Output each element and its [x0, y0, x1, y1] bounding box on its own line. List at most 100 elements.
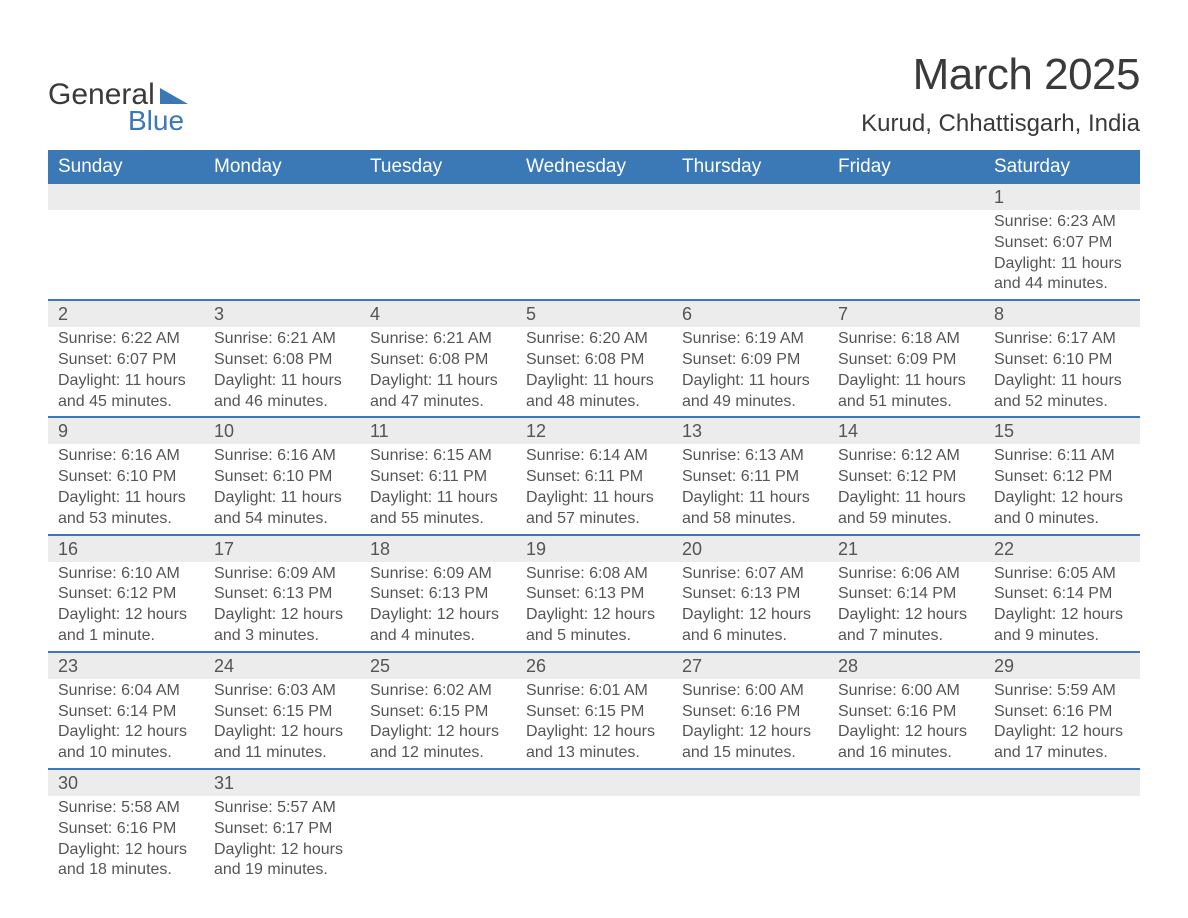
day-detail-cell: Sunrise: 5:59 AMSunset: 6:16 PMDaylight:… [984, 679, 1140, 769]
day-detail-cell [828, 796, 984, 885]
day-number-cell: 11 [360, 417, 516, 444]
sunset-line: Sunset: 6:16 PM [58, 819, 194, 840]
day-number-cell: 28 [828, 652, 984, 679]
sunrise-line: Sunrise: 6:22 AM [58, 329, 194, 350]
sunrise-line: Sunrise: 6:07 AM [682, 564, 818, 585]
sunrise-line: Sunrise: 6:19 AM [682, 329, 818, 350]
sunrise-line: Sunrise: 6:16 AM [58, 446, 194, 467]
day-lines: Sunrise: 6:08 AMSunset: 6:13 PMDaylight:… [526, 564, 662, 647]
day-detail-cell: Sunrise: 6:13 AMSunset: 6:11 PMDaylight:… [672, 444, 828, 534]
day-number-cell: 3 [204, 300, 360, 327]
daylight-line: Daylight: 12 hours [214, 840, 350, 861]
sunset-line: Sunset: 6:13 PM [682, 584, 818, 605]
week-detail-row: Sunrise: 6:16 AMSunset: 6:10 PMDaylight:… [48, 444, 1140, 534]
daylight-line: Daylight: 12 hours [214, 722, 350, 743]
sunrise-line: Sunrise: 6:21 AM [370, 329, 506, 350]
day-detail-cell: Sunrise: 6:12 AMSunset: 6:12 PMDaylight:… [828, 444, 984, 534]
daylight-line-2: and 45 minutes. [58, 392, 194, 413]
week-detail-row: Sunrise: 6:10 AMSunset: 6:12 PMDaylight:… [48, 562, 1140, 652]
day-number-cell: 16 [48, 535, 204, 562]
sunrise-line: Sunrise: 6:20 AM [526, 329, 662, 350]
day-lines: Sunrise: 6:03 AMSunset: 6:15 PMDaylight:… [214, 681, 350, 764]
daylight-line: Daylight: 12 hours [838, 722, 974, 743]
week-detail-row: Sunrise: 6:23 AMSunset: 6:07 PMDaylight:… [48, 210, 1140, 300]
day-number-cell: 19 [516, 535, 672, 562]
day-number: 14 [838, 421, 858, 441]
day-detail-cell: Sunrise: 6:20 AMSunset: 6:08 PMDaylight:… [516, 327, 672, 417]
day-detail-cell: Sunrise: 5:58 AMSunset: 6:16 PMDaylight:… [48, 796, 204, 885]
day-detail-cell: Sunrise: 6:16 AMSunset: 6:10 PMDaylight:… [48, 444, 204, 534]
day-detail-cell [516, 210, 672, 300]
day-detail-cell: Sunrise: 6:00 AMSunset: 6:16 PMDaylight:… [672, 679, 828, 769]
daylight-line-2: and 10 minutes. [58, 743, 194, 764]
daylight-line: Daylight: 12 hours [994, 488, 1130, 509]
sunset-line: Sunset: 6:09 PM [838, 350, 974, 371]
daylight-line: Daylight: 12 hours [214, 605, 350, 626]
day-number-cell: 8 [984, 300, 1140, 327]
day-number-cell: 31 [204, 769, 360, 796]
day-detail-cell [672, 210, 828, 300]
sunset-line: Sunset: 6:11 PM [370, 467, 506, 488]
sunrise-line: Sunrise: 6:11 AM [994, 446, 1130, 467]
daylight-line-2: and 6 minutes. [682, 626, 818, 647]
sunrise-line: Sunrise: 6:09 AM [370, 564, 506, 585]
day-header-row: Sunday Monday Tuesday Wednesday Thursday… [48, 150, 1140, 184]
week-detail-row: Sunrise: 6:22 AMSunset: 6:07 PMDaylight:… [48, 327, 1140, 417]
day-number-cell [516, 184, 672, 210]
day-number: 16 [58, 539, 78, 559]
day-header: Wednesday [516, 150, 672, 184]
sunrise-line: Sunrise: 6:14 AM [526, 446, 662, 467]
daylight-line-2: and 13 minutes. [526, 743, 662, 764]
day-number: 19 [526, 539, 546, 559]
sunset-line: Sunset: 6:15 PM [214, 702, 350, 723]
day-number: 2 [58, 304, 68, 324]
sunset-line: Sunset: 6:13 PM [526, 584, 662, 605]
day-number-cell: 9 [48, 417, 204, 444]
daylight-line-2: and 55 minutes. [370, 509, 506, 530]
page-subtitle: Kurud, Chhattisgarh, India [861, 110, 1140, 138]
daylight-line-2: and 4 minutes. [370, 626, 506, 647]
day-detail-cell [984, 796, 1140, 885]
day-number-cell [360, 184, 516, 210]
daylight-line-2: and 1 minute. [58, 626, 194, 647]
page-title: March 2025 [861, 50, 1140, 100]
calendar-body: 1 Sunrise: 6:23 AMSunset: 6:07 PMDayligh… [48, 184, 1140, 885]
day-number-cell: 14 [828, 417, 984, 444]
day-lines: Sunrise: 6:18 AMSunset: 6:09 PMDaylight:… [838, 329, 974, 412]
day-lines: Sunrise: 6:09 AMSunset: 6:13 PMDaylight:… [370, 564, 506, 647]
daylight-line: Daylight: 12 hours [526, 605, 662, 626]
daylight-line: Daylight: 12 hours [370, 605, 506, 626]
daylight-line-2: and 52 minutes. [994, 392, 1130, 413]
day-detail-cell [516, 796, 672, 885]
day-number-cell: 10 [204, 417, 360, 444]
day-detail-cell [360, 210, 516, 300]
daylight-line-2: and 59 minutes. [838, 509, 974, 530]
day-detail-cell: Sunrise: 6:10 AMSunset: 6:12 PMDaylight:… [48, 562, 204, 652]
daylight-line-2: and 9 minutes. [994, 626, 1130, 647]
day-header: Friday [828, 150, 984, 184]
sunrise-line: Sunrise: 6:04 AM [58, 681, 194, 702]
day-number: 15 [994, 421, 1014, 441]
day-number-cell: 23 [48, 652, 204, 679]
day-lines: Sunrise: 6:10 AMSunset: 6:12 PMDaylight:… [58, 564, 194, 647]
day-detail-cell: Sunrise: 6:03 AMSunset: 6:15 PMDaylight:… [204, 679, 360, 769]
day-detail-cell: Sunrise: 6:21 AMSunset: 6:08 PMDaylight:… [360, 327, 516, 417]
day-lines: Sunrise: 6:09 AMSunset: 6:13 PMDaylight:… [214, 564, 350, 647]
day-number-cell [984, 769, 1140, 796]
day-lines: Sunrise: 6:21 AMSunset: 6:08 PMDaylight:… [370, 329, 506, 412]
daylight-line-2: and 48 minutes. [526, 392, 662, 413]
day-lines: Sunrise: 6:00 AMSunset: 6:16 PMDaylight:… [682, 681, 818, 764]
day-number: 6 [682, 304, 692, 324]
day-number-cell: 17 [204, 535, 360, 562]
day-detail-cell: Sunrise: 6:16 AMSunset: 6:10 PMDaylight:… [204, 444, 360, 534]
day-detail-cell [204, 210, 360, 300]
day-lines: Sunrise: 6:05 AMSunset: 6:14 PMDaylight:… [994, 564, 1130, 647]
day-lines: Sunrise: 6:06 AMSunset: 6:14 PMDaylight:… [838, 564, 974, 647]
day-header: Saturday [984, 150, 1140, 184]
day-number: 10 [214, 421, 234, 441]
daylight-line: Daylight: 11 hours [370, 488, 506, 509]
day-number: 20 [682, 539, 702, 559]
sunset-line: Sunset: 6:16 PM [838, 702, 974, 723]
day-number-cell: 15 [984, 417, 1140, 444]
day-number: 5 [526, 304, 536, 324]
